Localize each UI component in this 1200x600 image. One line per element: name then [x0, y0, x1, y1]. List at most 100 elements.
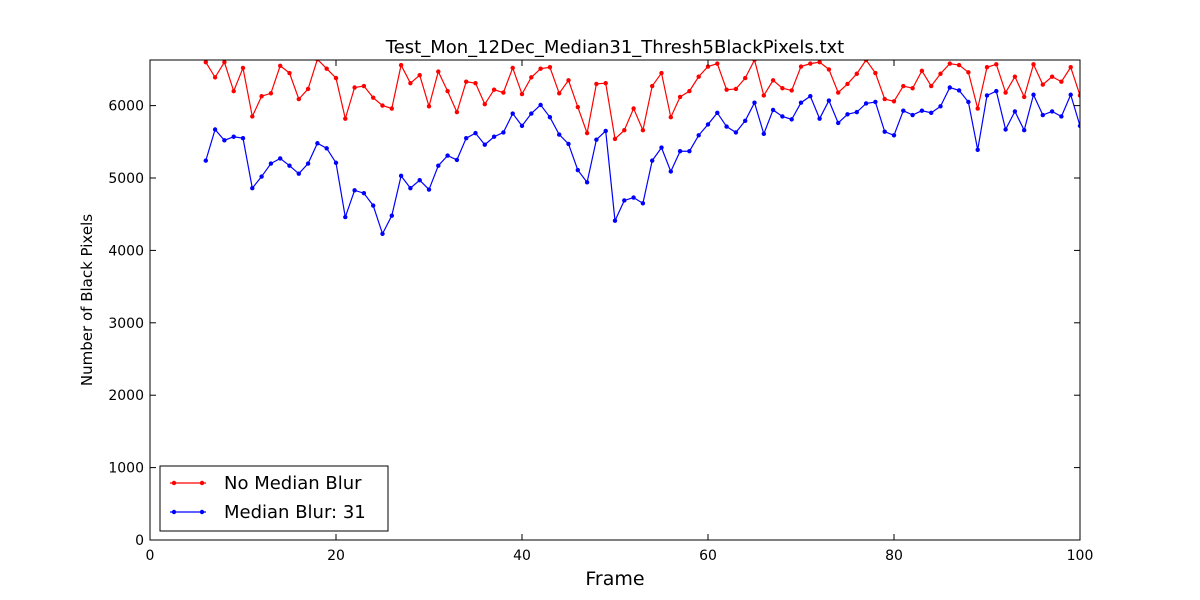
x-tick-label: 0: [146, 548, 155, 564]
data-point: [324, 66, 329, 71]
legend-marker: [171, 480, 177, 486]
data-point: [780, 114, 785, 119]
data-point: [426, 104, 432, 109]
data-point: [724, 87, 729, 92]
plot-area: [203, 60, 1080, 236]
data-point: [231, 88, 236, 94]
legend-label: No Median Blur: [224, 473, 362, 494]
data-point: [491, 87, 497, 92]
data-point: [510, 65, 515, 71]
data-point: [519, 91, 525, 97]
data-point: [315, 141, 320, 146]
data-point: [436, 163, 441, 168]
data-point: [287, 70, 292, 76]
data-point: [398, 173, 404, 179]
data-point: [547, 65, 553, 70]
data-point: [464, 79, 469, 84]
data-point: [715, 61, 720, 66]
data-point: [352, 85, 357, 90]
data-point: [408, 185, 413, 191]
data-point: [203, 60, 208, 65]
data-point: [1040, 112, 1046, 118]
data-point: [984, 93, 990, 98]
data-point: [752, 100, 757, 105]
y-tick-label: 3000: [108, 316, 144, 332]
data-point: [966, 70, 971, 75]
data-point: [575, 104, 580, 110]
data-point: [268, 161, 274, 166]
data-point: [817, 60, 822, 65]
data-point: [761, 93, 766, 98]
data-point: [417, 177, 422, 183]
data-point: [473, 80, 478, 86]
data-point: [901, 83, 906, 89]
data-point: [212, 75, 218, 80]
data-point: [687, 149, 692, 154]
data-point: [836, 90, 841, 95]
data-point: [956, 88, 962, 93]
data-point: [677, 94, 683, 100]
data-point: [501, 130, 506, 135]
data-point: [854, 109, 859, 115]
data-point: [1012, 109, 1018, 114]
chart-title: Test_Mon_12Dec_Median31_Thresh5BlackPixe…: [385, 37, 844, 58]
data-point: [240, 65, 246, 71]
data-point: [575, 167, 580, 173]
data-point: [491, 134, 497, 139]
data-point: [1077, 93, 1080, 98]
data-point: [891, 133, 897, 138]
data-point: [482, 142, 487, 147]
data-point: [696, 74, 701, 79]
data-point: [612, 136, 618, 142]
data-point: [891, 99, 897, 104]
data-point: [371, 95, 376, 100]
data-point: [854, 71, 859, 76]
data-point: [1068, 92, 1073, 97]
y-tick-label: 1000: [108, 461, 144, 477]
data-point: [938, 104, 943, 109]
data-point: [752, 60, 757, 63]
data-point: [668, 114, 673, 120]
data-point: [333, 75, 339, 81]
data-point: [808, 94, 813, 99]
series-line: [205, 60, 1080, 141]
data-point: [631, 106, 636, 111]
data-point: [259, 94, 264, 99]
data-point: [417, 73, 422, 78]
data-point: [705, 64, 711, 69]
legend-marker: [199, 509, 205, 515]
data-point: [547, 114, 553, 120]
series-median-blur-31: [203, 85, 1080, 236]
data-point: [789, 117, 794, 122]
data-point: [240, 135, 246, 141]
legend-item: No Median Blur: [170, 473, 362, 494]
x-tick-label: 100: [1067, 548, 1094, 564]
data-point: [863, 60, 869, 63]
data-point: [584, 180, 590, 185]
data-point: [538, 102, 543, 108]
data-point: [1003, 90, 1008, 95]
data-point: [1021, 94, 1027, 100]
y-tick-label: 0: [135, 533, 144, 549]
data-point: [222, 138, 227, 143]
data-point: [780, 86, 785, 91]
data-point: [305, 86, 311, 92]
data-point: [398, 62, 404, 68]
data-point: [510, 111, 515, 116]
data-point: [640, 201, 646, 206]
data-point: [454, 157, 460, 163]
data-point: [929, 110, 934, 116]
data-point: [1068, 65, 1073, 70]
data-point: [352, 188, 357, 193]
series-line: [205, 86, 1080, 236]
data-point: [826, 67, 832, 72]
data-point: [566, 78, 571, 83]
data-point: [743, 118, 748, 124]
data-point: [826, 98, 832, 103]
data-point: [770, 78, 776, 83]
data-point: [650, 158, 655, 163]
data-point: [315, 60, 320, 62]
